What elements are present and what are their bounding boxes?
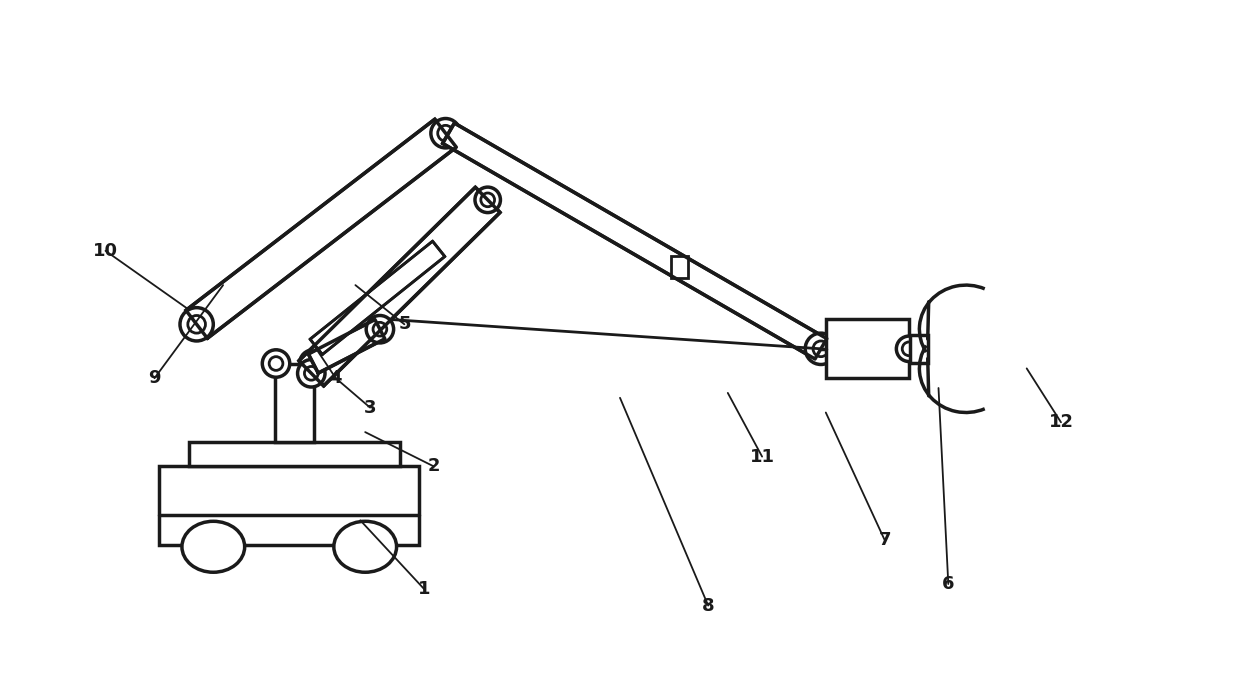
Text: 12: 12 xyxy=(1049,414,1074,431)
Polygon shape xyxy=(186,120,456,338)
Text: 11: 11 xyxy=(750,447,775,466)
Circle shape xyxy=(269,356,283,370)
Circle shape xyxy=(306,356,320,370)
Text: 8: 8 xyxy=(702,597,714,614)
Bar xyxy=(826,319,909,378)
Bar xyxy=(671,256,688,278)
Circle shape xyxy=(897,336,921,361)
Circle shape xyxy=(298,360,325,387)
Text: 10: 10 xyxy=(93,242,118,260)
Circle shape xyxy=(180,308,213,341)
Circle shape xyxy=(903,342,916,356)
Bar xyxy=(160,466,419,545)
Polygon shape xyxy=(309,320,384,373)
Circle shape xyxy=(187,316,206,333)
Ellipse shape xyxy=(182,521,244,572)
Text: 2: 2 xyxy=(428,458,440,475)
Circle shape xyxy=(481,193,495,206)
Circle shape xyxy=(263,350,290,378)
Text: 7: 7 xyxy=(878,531,890,549)
Circle shape xyxy=(305,367,319,380)
Circle shape xyxy=(805,333,837,365)
Text: 3: 3 xyxy=(363,399,377,417)
Circle shape xyxy=(475,187,501,213)
Text: 6: 6 xyxy=(942,575,955,593)
Circle shape xyxy=(813,341,828,356)
Ellipse shape xyxy=(334,521,397,572)
Circle shape xyxy=(430,119,460,148)
Bar xyxy=(188,442,399,466)
Circle shape xyxy=(300,350,327,378)
Polygon shape xyxy=(310,241,445,354)
Text: 1: 1 xyxy=(418,580,430,598)
Circle shape xyxy=(366,316,393,343)
Bar xyxy=(275,363,314,442)
Text: 9: 9 xyxy=(149,369,161,387)
Bar xyxy=(910,335,928,363)
Text: 5: 5 xyxy=(398,315,410,333)
Text: 4: 4 xyxy=(330,369,342,387)
Polygon shape xyxy=(299,187,500,386)
Circle shape xyxy=(438,126,454,141)
Polygon shape xyxy=(443,123,827,359)
Circle shape xyxy=(373,323,387,336)
